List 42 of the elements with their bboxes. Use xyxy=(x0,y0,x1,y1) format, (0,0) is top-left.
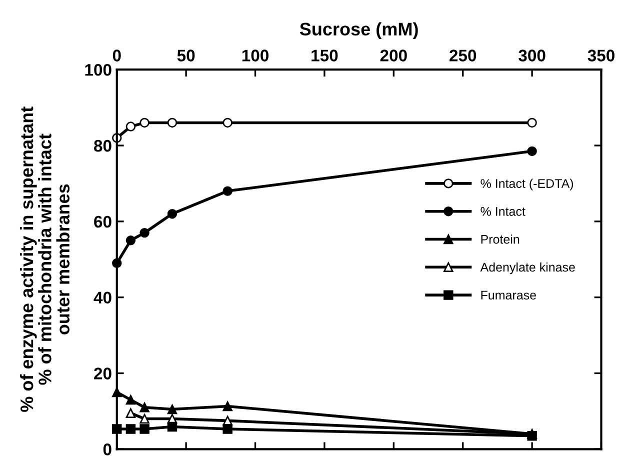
point xyxy=(126,122,136,132)
point xyxy=(126,408,136,418)
point xyxy=(222,186,232,196)
point xyxy=(527,431,537,441)
point xyxy=(527,146,537,156)
point xyxy=(167,404,178,414)
legend-label: % Intact (-EDTA) xyxy=(480,178,574,190)
x-tick-label: 250 xyxy=(450,50,476,62)
y-tick-label: 80 xyxy=(94,140,112,152)
x-tick-label: 50 xyxy=(177,50,195,62)
point xyxy=(167,422,178,432)
point xyxy=(140,228,150,238)
point xyxy=(140,414,150,424)
x-axis-title: Sucrose (mM) xyxy=(300,22,418,40)
point xyxy=(126,394,136,405)
point xyxy=(126,236,136,246)
y-tick-label: 60 xyxy=(94,216,112,228)
point xyxy=(140,424,150,434)
x-tick-label: 150 xyxy=(312,50,338,62)
x-tick-label: 0 xyxy=(112,50,121,62)
point xyxy=(167,118,178,128)
legend-label: % Intact xyxy=(480,207,526,216)
y-tick-label: 0 xyxy=(103,444,112,456)
x-tick-label: 200 xyxy=(380,50,407,62)
y-tick-label: 40 xyxy=(94,292,112,304)
x-tick-label: 300 xyxy=(518,50,546,62)
point xyxy=(527,118,537,128)
point xyxy=(140,402,150,412)
x-tick-label: 100 xyxy=(242,50,268,62)
point xyxy=(222,118,232,128)
legend-label: Fumarase xyxy=(481,290,536,300)
y-tick-label: 100 xyxy=(85,64,112,76)
point xyxy=(126,424,136,434)
legend-label: Adenylate kinase xyxy=(480,262,575,274)
y-axis-title: % of enzyme activity in supernatant % of mitochondria with intact outer membranes xyxy=(20,106,70,412)
point xyxy=(222,424,232,434)
point xyxy=(167,208,178,219)
y-tick-label: 20 xyxy=(94,368,112,380)
point xyxy=(222,401,232,412)
x-tick-label: 350 xyxy=(588,50,614,62)
legend-label: Protein xyxy=(481,234,520,244)
point xyxy=(140,118,150,128)
